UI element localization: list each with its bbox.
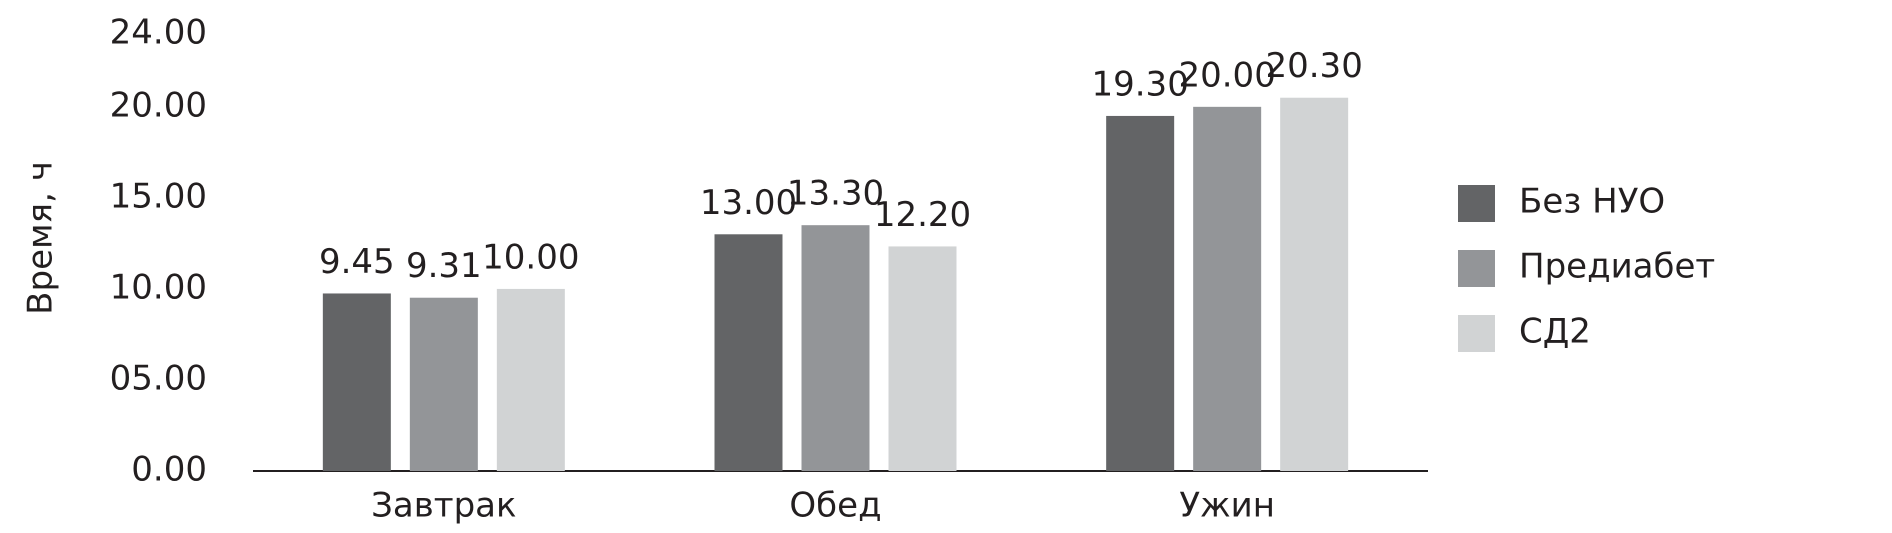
y-axis-label: Время, ч (21, 161, 61, 315)
bar (1280, 97, 1349, 472)
y-tick-label: 20.00 (110, 85, 207, 125)
value-label: 10.00 (482, 237, 579, 277)
value-label: 19.30 (1091, 64, 1188, 104)
legend-swatch (1458, 185, 1495, 222)
y-tick-label: 05.00 (110, 358, 207, 398)
bar (714, 234, 783, 471)
y-tick-label: 15.00 (110, 176, 207, 216)
value-label: 20.30 (1265, 46, 1362, 86)
legend-label: Без НУО (1519, 182, 1665, 222)
legend-label: СД2 (1519, 312, 1591, 352)
value-label: 13.00 (700, 183, 797, 223)
y-tick-label: 0.00 (131, 450, 207, 490)
bar (1193, 106, 1262, 471)
value-label: 12.20 (874, 195, 971, 235)
value-label: 20.00 (1178, 55, 1275, 95)
legend-label: Предиабет (1519, 247, 1715, 287)
bar (322, 293, 391, 471)
bar (801, 225, 870, 471)
x-tick-label: Завтрак (371, 486, 516, 526)
value-label: 9.45 (319, 242, 395, 282)
y-tick-label: 10.00 (110, 267, 207, 307)
bar (888, 246, 957, 471)
legend-swatch (1458, 250, 1495, 287)
bar (409, 297, 478, 471)
bar (496, 288, 565, 471)
legend-swatch (1458, 315, 1495, 352)
bar (1106, 115, 1175, 471)
y-tick-label: 24.00 (110, 13, 207, 53)
value-label: 9.31 (406, 246, 482, 286)
x-tick-label: Обед (789, 486, 881, 526)
x-tick-label: Ужин (1179, 486, 1275, 526)
value-label: 13.30 (787, 174, 884, 214)
